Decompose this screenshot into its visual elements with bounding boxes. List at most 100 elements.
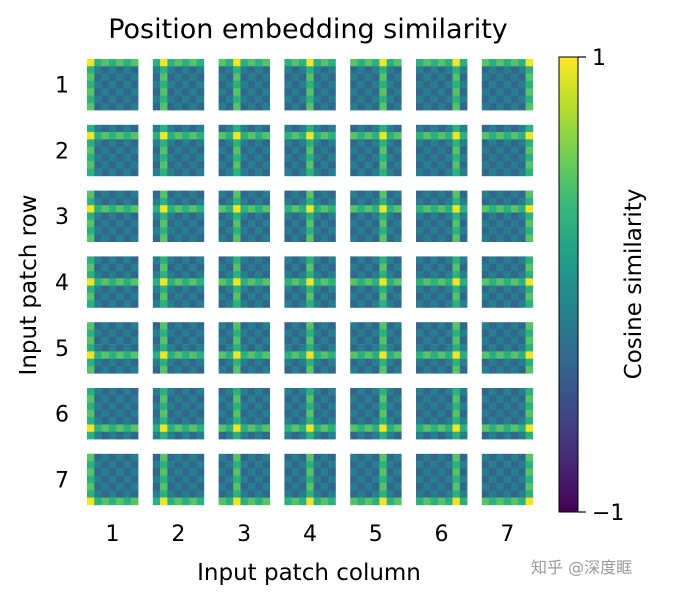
- heatmap-cell: [116, 66, 124, 74]
- heatmap-cell: [299, 80, 307, 89]
- heatmap-cell: [233, 417, 241, 425]
- heatmap-cell: [357, 73, 366, 82]
- heatmap-cell: [328, 322, 336, 330]
- heatmap-cell: [357, 146, 366, 155]
- heatmap-cell: [123, 475, 132, 484]
- heatmap-cell: [167, 168, 175, 177]
- heatmap-cell: [174, 497, 183, 506]
- heatmap-cell: [379, 285, 387, 294]
- heatmap-cell: [218, 73, 227, 82]
- heatmap-cell: [189, 212, 197, 221]
- heatmap-cell: [313, 490, 322, 498]
- heatmap-cell: [328, 285, 336, 294]
- heatmap-cell: [306, 263, 314, 272]
- heatmap-cell: [430, 102, 439, 111]
- heatmap-cell: [372, 154, 380, 162]
- heatmap-cell: [357, 402, 366, 411]
- heatmap-cell: [174, 366, 183, 374]
- heatmap-cell: [379, 271, 387, 279]
- heatmap-cell: [262, 132, 270, 140]
- heatmap-cell: [262, 154, 270, 162]
- heatmap-cell: [364, 271, 373, 279]
- heatmap-cell: [291, 168, 300, 177]
- heatmap-cell: [262, 490, 270, 498]
- heatmap-cell: [247, 132, 256, 140]
- heatmap-cell: [372, 278, 380, 286]
- heatmap-cell: [284, 132, 292, 140]
- heatmap-cell: [328, 66, 336, 74]
- heatmap-cell: [320, 351, 329, 359]
- heatmap-cell: [94, 197, 102, 206]
- heatmap-cell: [116, 212, 124, 221]
- heatmap-cell: [379, 468, 387, 476]
- heatmap-cell: [386, 234, 395, 242]
- heatmap-cell: [225, 322, 234, 330]
- heatmap-cell: [255, 300, 263, 308]
- heatmap-cell: [496, 154, 504, 162]
- heatmap-cell: [489, 234, 497, 242]
- heatmap-cell: [87, 219, 95, 228]
- heatmap-cell: [489, 161, 497, 169]
- heatmap-cell: [518, 409, 526, 418]
- heatmap-cell: [452, 424, 461, 433]
- heatmap-cell: [130, 95, 139, 104]
- heatmap-cell: [101, 453, 110, 462]
- heatmap-cell: [320, 212, 329, 221]
- heatmap-cell: [452, 292, 461, 301]
- heatmap-cell: [386, 197, 395, 206]
- heatmap-cell: [87, 154, 95, 162]
- heatmap-cell: [262, 395, 270, 403]
- heatmap-cell: [386, 395, 395, 403]
- heatmap-cell: [284, 409, 292, 418]
- heatmap-cell: [152, 234, 161, 242]
- heatmap-cell: [189, 453, 197, 462]
- row-tick-label: 3: [55, 205, 69, 230]
- heatmap-cell: [225, 431, 234, 440]
- heatmap-cell: [247, 402, 256, 411]
- patch-r2-c7: [481, 124, 534, 177]
- heatmap-cell: [174, 483, 183, 491]
- heatmap-cell: [503, 483, 512, 491]
- heatmap-cell: [386, 285, 395, 294]
- heatmap-cell: [174, 88, 183, 96]
- patch-r3-c2: [152, 190, 205, 242]
- heatmap-cell: [116, 344, 124, 352]
- heatmap-cell: [503, 388, 512, 396]
- heatmap-cell: [525, 234, 534, 242]
- heatmap-cell: [87, 227, 95, 235]
- heatmap-cell: [306, 431, 314, 440]
- heatmap-cell: [525, 80, 534, 89]
- heatmap-cell: [240, 300, 249, 308]
- patch-r1-c3: [218, 59, 270, 111]
- heatmap-cell: [394, 292, 402, 301]
- heatmap-cell: [130, 322, 139, 330]
- heatmap-cell: [196, 88, 205, 96]
- heatmap-cell: [364, 190, 373, 199]
- heatmap-cell: [511, 88, 519, 96]
- heatmap-cell: [94, 461, 102, 469]
- heatmap-cell: [240, 475, 249, 484]
- heatmap-cell: [452, 453, 461, 462]
- heatmap-cell: [167, 124, 175, 133]
- heatmap-cell: [423, 80, 431, 89]
- heatmap-cell: [481, 468, 490, 476]
- heatmap-cell: [284, 154, 292, 162]
- heatmap-cell: [116, 219, 124, 228]
- heatmap-cell: [364, 95, 373, 104]
- heatmap-cell: [364, 424, 373, 433]
- heatmap-cell: [394, 322, 402, 330]
- heatmap-cell: [291, 344, 300, 352]
- heatmap-cell: [247, 278, 256, 286]
- heatmap-cell: [262, 483, 270, 491]
- heatmap-cell: [218, 80, 227, 89]
- heatmap-cell: [101, 292, 110, 301]
- heatmap-cell: [379, 256, 387, 264]
- heatmap-cell: [364, 80, 373, 89]
- heatmap-cell: [525, 59, 534, 67]
- heatmap-cell: [182, 402, 190, 411]
- heatmap-cell: [182, 322, 190, 330]
- heatmap-cell: [160, 263, 168, 272]
- heatmap-cell: [87, 431, 95, 440]
- heatmap-cell: [160, 366, 168, 374]
